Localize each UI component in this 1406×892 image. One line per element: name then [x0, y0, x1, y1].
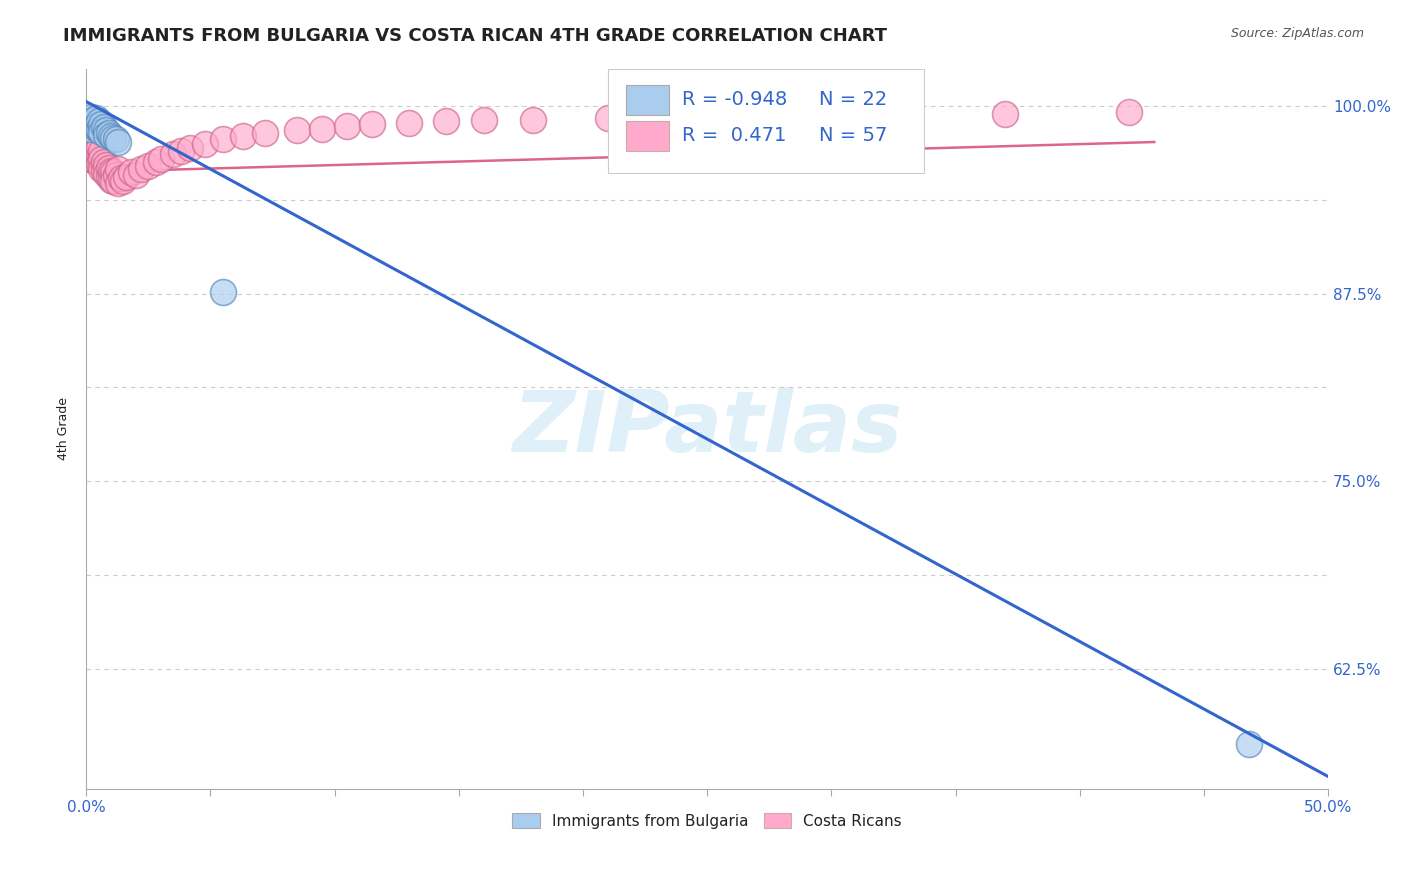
Point: [97, 161, 120, 175]
Point: [90, 161, 112, 176]
Point: [179, 141, 201, 155]
Point: [129, 161, 152, 176]
Point: [103, 174, 125, 188]
Point: [522, 112, 544, 127]
FancyBboxPatch shape: [627, 121, 669, 152]
Text: IMMIGRANTS FROM BULGARIA VS COSTA RICAN 4TH GRADE CORRELATION CHART: IMMIGRANTS FROM BULGARIA VS COSTA RICAN …: [63, 27, 887, 45]
Point: [77, 139, 100, 153]
Point: [169, 144, 191, 158]
Point: [97, 126, 120, 140]
Text: N = 57: N = 57: [818, 126, 887, 145]
Point: [162, 147, 184, 161]
Point: [87, 156, 110, 170]
Point: [398, 115, 420, 129]
Point: [90, 124, 112, 138]
Point: [80, 117, 103, 131]
Point: [120, 165, 142, 179]
Point: [83, 141, 105, 155]
Point: [110, 171, 132, 186]
Point: [832, 108, 855, 122]
Point: [93, 163, 115, 178]
Point: [84, 119, 107, 133]
Point: [311, 121, 333, 136]
Point: [107, 176, 129, 190]
Point: [77, 148, 100, 162]
Point: [1237, 737, 1260, 751]
Point: [107, 135, 129, 149]
Point: [107, 161, 129, 176]
Point: [994, 106, 1017, 120]
Point: [87, 150, 110, 164]
Text: N = 22: N = 22: [818, 90, 887, 109]
Point: [360, 117, 382, 131]
Point: [83, 120, 105, 134]
Point: [253, 126, 276, 140]
Point: [97, 169, 120, 184]
Point: [90, 144, 112, 158]
Point: [115, 169, 138, 184]
Point: [103, 165, 125, 179]
Point: [94, 167, 117, 181]
Point: [696, 110, 718, 124]
Point: [100, 128, 122, 143]
Text: Source: ZipAtlas.com: Source: ZipAtlas.com: [1230, 27, 1364, 40]
Point: [145, 154, 167, 169]
Y-axis label: 4th Grade: 4th Grade: [58, 397, 70, 460]
Point: [80, 136, 103, 151]
Point: [149, 152, 172, 166]
Point: [100, 172, 122, 186]
Point: [84, 135, 107, 149]
Point: [87, 114, 110, 128]
Point: [94, 157, 117, 171]
Point: [77, 121, 100, 136]
Point: [87, 139, 110, 153]
Point: [94, 128, 117, 142]
Point: [77, 114, 100, 128]
Point: [285, 123, 308, 137]
Point: [80, 128, 103, 143]
Point: [112, 174, 135, 188]
FancyBboxPatch shape: [607, 69, 925, 173]
Point: [596, 111, 619, 125]
Point: [93, 120, 115, 134]
Point: [93, 154, 115, 169]
Point: [83, 147, 105, 161]
Legend: Immigrants from Bulgaria, Costa Ricans: Immigrants from Bulgaria, Costa Ricans: [506, 806, 908, 835]
Point: [472, 112, 495, 127]
Point: [103, 130, 125, 145]
Point: [100, 163, 122, 178]
Point: [104, 132, 127, 146]
Point: [232, 128, 254, 143]
Point: [83, 112, 105, 127]
Point: [83, 153, 105, 167]
Point: [84, 144, 107, 158]
Point: [84, 111, 107, 125]
Point: [125, 168, 148, 182]
Text: ZIPatlas: ZIPatlas: [512, 387, 903, 470]
Point: [211, 285, 233, 299]
Point: [211, 132, 233, 146]
Point: [336, 119, 359, 133]
Point: [87, 123, 110, 137]
Text: R = -0.948: R = -0.948: [682, 90, 787, 109]
Point: [90, 152, 112, 166]
Point: [94, 123, 117, 137]
Point: [90, 117, 112, 131]
Point: [194, 136, 217, 151]
Text: R =  0.471: R = 0.471: [682, 126, 787, 145]
Point: [104, 168, 127, 182]
Point: [434, 114, 457, 128]
Point: [136, 159, 159, 173]
Point: [80, 110, 103, 124]
Point: [1118, 105, 1140, 120]
FancyBboxPatch shape: [627, 85, 669, 115]
